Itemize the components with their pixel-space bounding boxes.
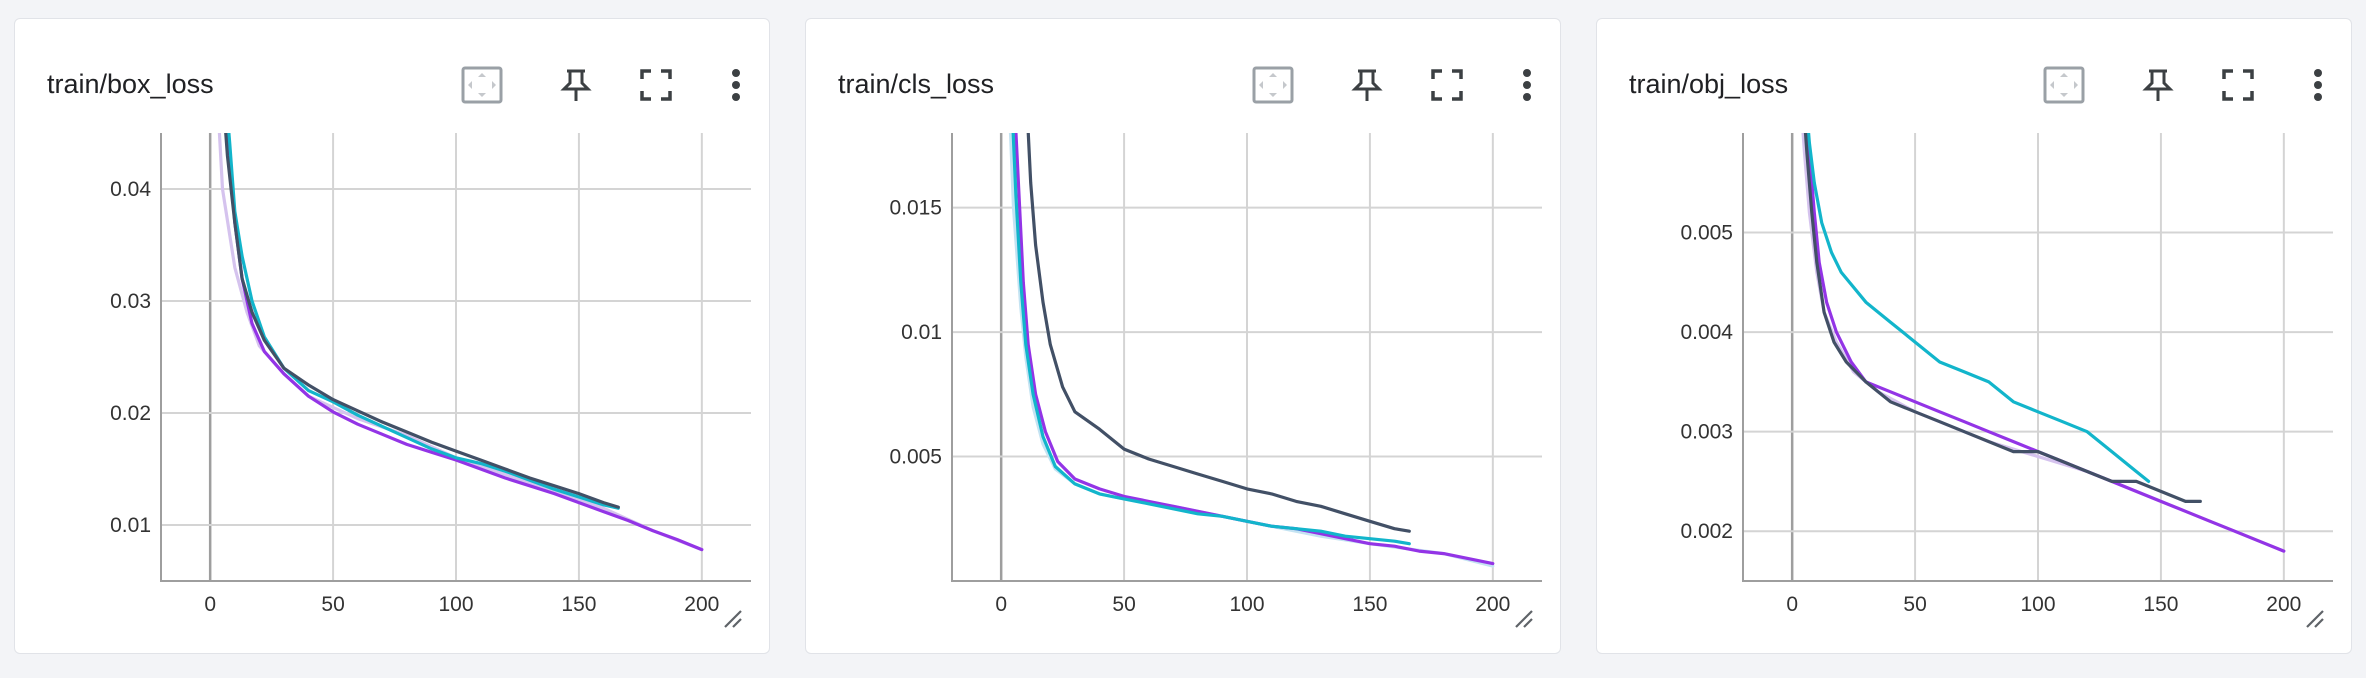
more-options-button[interactable] [713, 63, 759, 107]
y-tick-label: 0.04 [110, 178, 151, 201]
series-line-1[interactable] [1800, 83, 2286, 553]
x-tick-label: 200 [2266, 593, 2301, 616]
chart-title: train/obj_loss [1629, 69, 1789, 99]
pin-icon [560, 69, 592, 101]
series-line-2[interactable] [225, 55, 704, 552]
series-line-4[interactable] [1026, 83, 1411, 533]
fullscreen-button[interactable] [2215, 63, 2261, 107]
pin-icon [1351, 69, 1383, 101]
chart-title: train/box_loss [47, 69, 214, 99]
resize-handle[interactable] [1512, 607, 1536, 631]
fit-domain-button[interactable] [459, 63, 505, 107]
fit-domain-button[interactable] [2041, 63, 2087, 107]
series-line-2[interactable] [1014, 83, 1495, 566]
series-line-2[interactable] [1805, 83, 2286, 553]
resize-handle[interactable] [2303, 607, 2327, 631]
chart-title: train/cls_loss [838, 69, 995, 99]
more-vert-icon [2314, 69, 2322, 101]
x-tick-label: 150 [561, 593, 596, 616]
series-line-3[interactable] [223, 55, 620, 510]
y-tick-label: 0.002 [1680, 520, 1733, 543]
x-tick-label: 150 [1352, 593, 1387, 616]
fit-domain-button[interactable] [1250, 63, 1296, 107]
fullscreen-button[interactable] [1424, 63, 1470, 107]
series-line-3[interactable] [1011, 83, 1411, 546]
fit-domain-icon [1252, 66, 1294, 104]
series-line-1[interactable] [1008, 83, 1495, 568]
x-tick-label: 200 [1475, 593, 1510, 616]
chart-card-1: train/box_loss 0 50 100 150 200 0.01 0.02 0. [14, 18, 770, 654]
x-tick-label: 100 [438, 593, 473, 616]
fit-domain-icon [2043, 66, 2085, 104]
resize-icon [724, 610, 742, 628]
fullscreen-icon [1431, 69, 1463, 101]
y-tick-label: 0.02 [110, 402, 151, 425]
chart-card-3: train/obj_loss 0 50 100 150 200 0.002 0.003 [1596, 18, 2352, 654]
y-tick-label: 0.03 [110, 290, 151, 313]
series-line-3[interactable] [1805, 83, 2151, 483]
y-tick-label: 0.015 [889, 197, 942, 220]
line-chart[interactable]: 0 50 100 150 200 0.002 0.003 0.004 0.005 [1597, 19, 2353, 655]
resize-handle[interactable] [721, 607, 745, 631]
line-chart[interactable]: 0 50 100 150 200 0.01 0.02 0.03 0.04 [15, 19, 771, 655]
y-tick-label: 0.01 [901, 321, 942, 344]
x-tick-label: 50 [1903, 593, 1926, 616]
x-tick-label: 0 [204, 593, 216, 616]
pin-button[interactable] [1344, 63, 1390, 107]
fullscreen-icon [2222, 69, 2254, 101]
line-chart[interactable]: 0 50 100 150 200 0.005 0.01 0.015 [806, 19, 1562, 655]
series-line-4[interactable] [220, 55, 620, 509]
y-tick-label: 0.005 [889, 446, 942, 469]
x-tick-label: 50 [321, 593, 344, 616]
more-vert-icon [732, 69, 740, 101]
fullscreen-icon [640, 69, 672, 101]
series-line-4[interactable] [1802, 83, 2202, 503]
x-tick-label: 200 [684, 593, 719, 616]
x-tick-label: 100 [2020, 593, 2055, 616]
resize-icon [1515, 610, 1533, 628]
x-tick-label: 0 [995, 593, 1007, 616]
x-tick-label: 150 [2143, 593, 2178, 616]
axis-lines [1742, 133, 2333, 582]
fit-domain-icon [461, 66, 503, 104]
x-tick-label: 50 [1112, 593, 1135, 616]
resize-icon [2306, 610, 2324, 628]
more-vert-icon [1523, 69, 1531, 101]
y-tick-label: 0.01 [110, 514, 151, 537]
x-tick-label: 100 [1229, 593, 1264, 616]
chart-card-2: train/cls_loss 0 50 100 150 200 0.005 0.01 0 [805, 18, 1561, 654]
more-options-button[interactable] [2295, 63, 2341, 107]
pin-button[interactable] [553, 63, 599, 107]
axis-lines [160, 133, 751, 582]
y-tick-label: 0.004 [1680, 321, 1733, 344]
series-line-1[interactable] [215, 55, 704, 552]
more-options-button[interactable] [1504, 63, 1550, 107]
pin-button[interactable] [2135, 63, 2181, 107]
fullscreen-button[interactable] [633, 63, 679, 107]
y-tick-label: 0.005 [1680, 222, 1733, 245]
y-tick-label: 0.003 [1680, 421, 1733, 444]
pin-icon [2142, 69, 2174, 101]
axis-lines [951, 133, 1542, 582]
x-tick-label: 0 [1786, 593, 1798, 616]
